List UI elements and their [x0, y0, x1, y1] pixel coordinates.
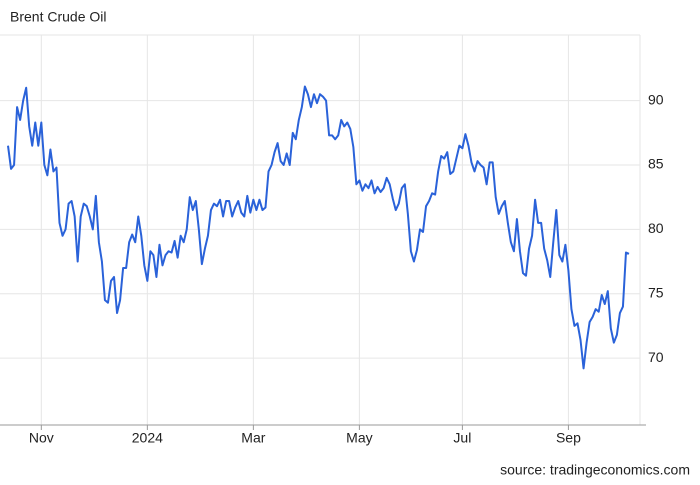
- x-tick-label: Jul: [453, 430, 471, 446]
- x-tick-label: Mar: [241, 430, 265, 446]
- x-tick-label: 2024: [132, 430, 163, 446]
- y-tick-label: 85: [648, 156, 664, 172]
- y-tick-label: 75: [648, 284, 664, 300]
- grid: [0, 35, 640, 425]
- chart-title: Brent Crude Oil: [10, 9, 106, 25]
- source: source: tradingeconomics.com: [500, 462, 690, 478]
- x-tick-label: Nov: [29, 430, 54, 446]
- y-tick-label: 90: [648, 91, 664, 107]
- x-tick-label: May: [346, 430, 372, 446]
- price-line: [7, 85, 630, 370]
- y-tick-label: 80: [648, 220, 664, 236]
- x-tick-label: Sep: [556, 430, 581, 446]
- y-tick-label: 70: [648, 349, 664, 365]
